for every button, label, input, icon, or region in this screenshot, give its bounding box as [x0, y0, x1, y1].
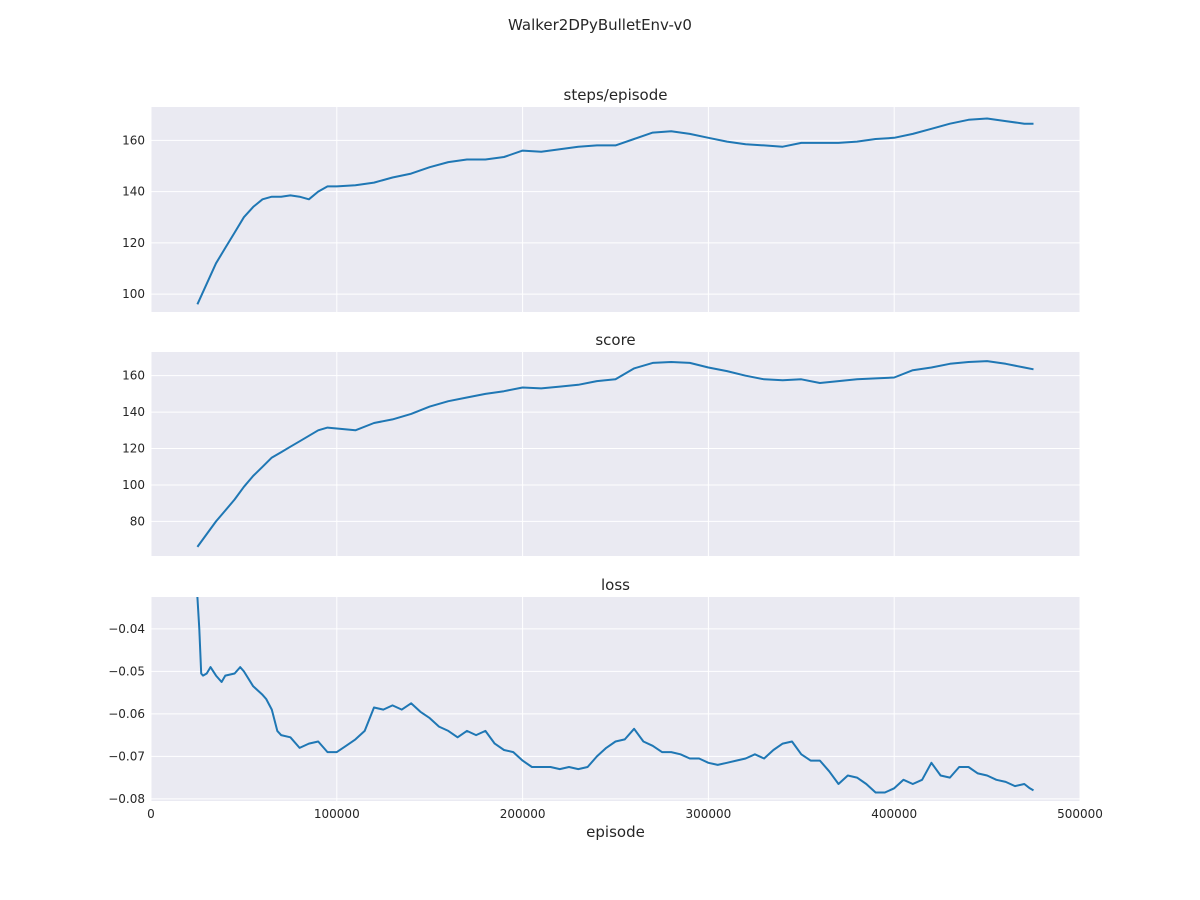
series-line-1 [196, 117, 1034, 305]
y-tick-label: 160 [122, 133, 145, 147]
y-tick-label: −0.07 [108, 749, 145, 763]
x-tick-label: 300000 [685, 807, 731, 821]
y-tick-label: 100 [122, 478, 145, 492]
subplot-2: 80 100 120 140 160 score [122, 331, 1081, 556]
plot-panels: 100 120 140 160 steps/episode 80 100 120 140 160 s… [108, 86, 1103, 841]
series-line-1 [196, 596, 1034, 794]
x-tick-label: 500000 [1057, 807, 1103, 821]
series-line-1 [196, 360, 1034, 548]
subplot-1: 100 120 140 160 steps/episode [122, 86, 1081, 312]
y-tick-label: −0.04 [108, 622, 145, 636]
x-axis-label: episode [586, 823, 645, 841]
plot-area [151, 352, 1080, 556]
subplot-title: loss [601, 576, 630, 594]
subplot-3: −0.08 −0.07 −0.06 −0.05 −0.04 loss 0 100000 2000… [108, 576, 1103, 841]
y-tick-label: 100 [122, 287, 145, 301]
y-tick-label: 120 [122, 442, 145, 456]
x-tick-label: 0 [147, 807, 155, 821]
x-tick-label: 100000 [314, 807, 360, 821]
plot-area [151, 107, 1080, 312]
y-tick-label: −0.08 [108, 792, 145, 806]
figure-title: Walker2DPyBulletEnv-v0 [508, 16, 692, 34]
y-tick-label: 80 [130, 514, 145, 528]
subplot-title: steps/episode [564, 86, 668, 104]
y-tick-label: −0.06 [108, 707, 145, 721]
subplot-title: score [595, 331, 635, 349]
y-tick-label: 120 [122, 236, 145, 250]
x-tick-label: 400000 [871, 807, 917, 821]
x-tick-label: 200000 [500, 807, 546, 821]
plot-area [151, 597, 1080, 801]
y-tick-label: 140 [122, 185, 145, 199]
y-tick-label: 160 [122, 369, 145, 383]
y-tick-label: 140 [122, 405, 145, 419]
y-tick-label: −0.05 [108, 664, 145, 678]
